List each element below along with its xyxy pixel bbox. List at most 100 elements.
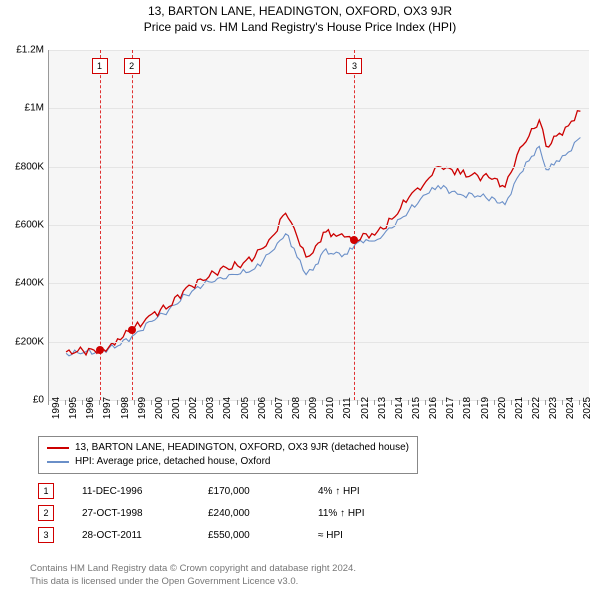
legend-label: 13, BARTON LANE, HEADINGTON, OXFORD, OX3… xyxy=(75,441,409,455)
x-tick xyxy=(459,400,460,405)
x-tick xyxy=(151,400,152,405)
gridline xyxy=(49,167,589,168)
x-tick-label: 2015 xyxy=(411,397,422,419)
price-marker-dot xyxy=(350,236,358,244)
y-tick-label: £600K xyxy=(4,220,44,231)
footer-line: Contains HM Land Registry data © Crown c… xyxy=(30,562,356,575)
price-marker-dot xyxy=(128,326,136,334)
x-tick-label: 2012 xyxy=(360,397,371,419)
x-tick-label: 1998 xyxy=(120,397,131,419)
x-tick-label: 1994 xyxy=(51,397,62,419)
x-tick xyxy=(99,400,100,405)
x-tick xyxy=(442,400,443,405)
x-tick xyxy=(134,400,135,405)
y-tick-label: £0 xyxy=(4,395,44,406)
gridline xyxy=(49,342,589,343)
x-tick-label: 2020 xyxy=(497,397,508,419)
legend-item: HPI: Average price, detached house, Oxfo… xyxy=(47,455,409,469)
x-tick xyxy=(237,400,238,405)
x-tick-label: 2021 xyxy=(514,397,525,419)
x-tick xyxy=(48,400,49,405)
marker-badge: 3 xyxy=(346,58,362,74)
tx-price: £170,000 xyxy=(208,486,318,497)
table-row: 3 28-OCT-2011 £550,000 ≈ HPI xyxy=(38,524,438,546)
x-tick-label: 2008 xyxy=(291,397,302,419)
plot-area: 123 xyxy=(48,50,589,401)
x-tick-label: 1995 xyxy=(68,397,79,419)
gridline xyxy=(49,50,589,51)
y-tick-label: £800K xyxy=(4,161,44,172)
y-tick-label: £200K xyxy=(4,336,44,347)
x-tick xyxy=(562,400,563,405)
x-tick-label: 1997 xyxy=(102,397,113,419)
x-tick-label: 2013 xyxy=(377,397,388,419)
x-tick-label: 2011 xyxy=(342,397,353,419)
event-line xyxy=(132,50,133,400)
x-tick-label: 2023 xyxy=(548,397,559,419)
tx-diff: 4% ↑ HPI xyxy=(318,486,438,497)
x-tick xyxy=(288,400,289,405)
series-line xyxy=(66,111,580,355)
legend-label: HPI: Average price, detached house, Oxfo… xyxy=(75,455,271,469)
x-tick xyxy=(339,400,340,405)
x-tick xyxy=(185,400,186,405)
chart-container: 13, BARTON LANE, HEADINGTON, OXFORD, OX3… xyxy=(0,4,600,594)
x-tick xyxy=(528,400,529,405)
x-tick-label: 2001 xyxy=(171,397,182,419)
tx-price: £550,000 xyxy=(208,530,318,541)
x-tick xyxy=(477,400,478,405)
x-tick-label: 2024 xyxy=(565,397,576,419)
x-tick-label: 2004 xyxy=(222,397,233,419)
footer: Contains HM Land Registry data © Crown c… xyxy=(30,562,356,588)
tx-date: 28-OCT-2011 xyxy=(82,530,208,541)
x-tick-label: 2016 xyxy=(428,397,439,419)
x-tick-label: 2025 xyxy=(582,397,593,419)
x-tick xyxy=(357,400,358,405)
y-tick-label: £400K xyxy=(4,278,44,289)
marker-badge: 1 xyxy=(92,58,108,74)
x-tick xyxy=(271,400,272,405)
x-tick xyxy=(168,400,169,405)
x-tick-label: 2010 xyxy=(325,397,336,419)
x-tick-label: 2007 xyxy=(274,397,285,419)
table-row: 1 11-DEC-1996 £170,000 4% ↑ HPI xyxy=(38,480,438,502)
x-tick xyxy=(117,400,118,405)
x-tick-label: 2003 xyxy=(205,397,216,419)
tx-price: £240,000 xyxy=(208,508,318,519)
x-tick-label: 2019 xyxy=(480,397,491,419)
x-tick xyxy=(425,400,426,405)
x-tick xyxy=(408,400,409,405)
x-tick xyxy=(82,400,83,405)
legend-swatch xyxy=(47,447,69,449)
marker-badge: 2 xyxy=(38,505,54,521)
x-tick xyxy=(65,400,66,405)
gridline xyxy=(49,225,589,226)
x-tick xyxy=(494,400,495,405)
x-tick-label: 2000 xyxy=(154,397,165,419)
x-tick xyxy=(322,400,323,405)
x-tick xyxy=(305,400,306,405)
event-line xyxy=(354,50,355,400)
x-tick-label: 2002 xyxy=(188,397,199,419)
legend: 13, BARTON LANE, HEADINGTON, OXFORD, OX3… xyxy=(38,436,418,474)
y-tick-label: £1M xyxy=(4,103,44,114)
x-tick xyxy=(254,400,255,405)
price-marker-dot xyxy=(96,346,104,354)
x-tick-label: 2018 xyxy=(462,397,473,419)
chart-subtitle: Price paid vs. HM Land Registry's House … xyxy=(0,20,600,34)
x-tick xyxy=(579,400,580,405)
x-tick xyxy=(219,400,220,405)
table-row: 2 27-OCT-1998 £240,000 11% ↑ HPI xyxy=(38,502,438,524)
x-tick-label: 2009 xyxy=(308,397,319,419)
tx-diff: ≈ HPI xyxy=(318,530,438,541)
x-tick xyxy=(391,400,392,405)
legend-item: 13, BARTON LANE, HEADINGTON, OXFORD, OX3… xyxy=(47,441,409,455)
legend-swatch xyxy=(47,461,69,463)
x-tick xyxy=(202,400,203,405)
footer-line: This data is licensed under the Open Gov… xyxy=(30,575,356,588)
x-tick-label: 2014 xyxy=(394,397,405,419)
x-tick-label: 2017 xyxy=(445,397,456,419)
chart-title: 13, BARTON LANE, HEADINGTON, OXFORD, OX3… xyxy=(0,4,600,18)
y-tick-label: £1.2M xyxy=(4,45,44,56)
tx-date: 11-DEC-1996 xyxy=(82,486,208,497)
